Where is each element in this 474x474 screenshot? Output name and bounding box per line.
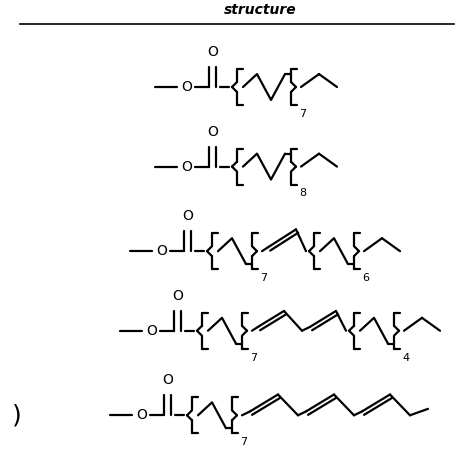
- Text: structure: structure: [224, 3, 296, 18]
- Text: O: O: [172, 289, 183, 303]
- Text: O: O: [162, 374, 173, 387]
- Text: 4: 4: [402, 353, 409, 363]
- Text: 6: 6: [362, 273, 369, 283]
- Text: ): ): [12, 403, 22, 427]
- Text: O: O: [182, 210, 193, 223]
- Text: 7: 7: [240, 437, 247, 447]
- Text: 7: 7: [260, 273, 267, 283]
- Text: O: O: [156, 244, 167, 258]
- Text: 7: 7: [250, 353, 257, 363]
- Text: O: O: [137, 408, 147, 422]
- Text: O: O: [207, 45, 218, 59]
- Text: O: O: [182, 160, 192, 173]
- Text: O: O: [207, 125, 218, 139]
- Text: O: O: [182, 80, 192, 94]
- Text: 8: 8: [299, 189, 306, 199]
- Text: 7: 7: [299, 109, 306, 119]
- Text: O: O: [146, 324, 157, 338]
